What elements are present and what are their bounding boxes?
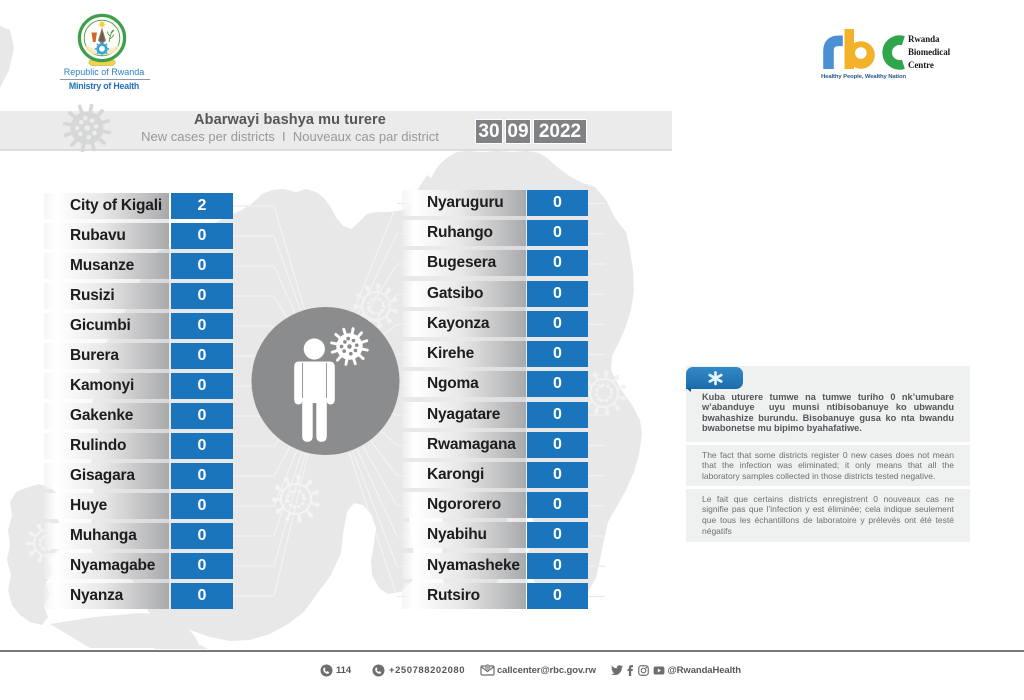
svg-text:@: @ (485, 664, 490, 669)
